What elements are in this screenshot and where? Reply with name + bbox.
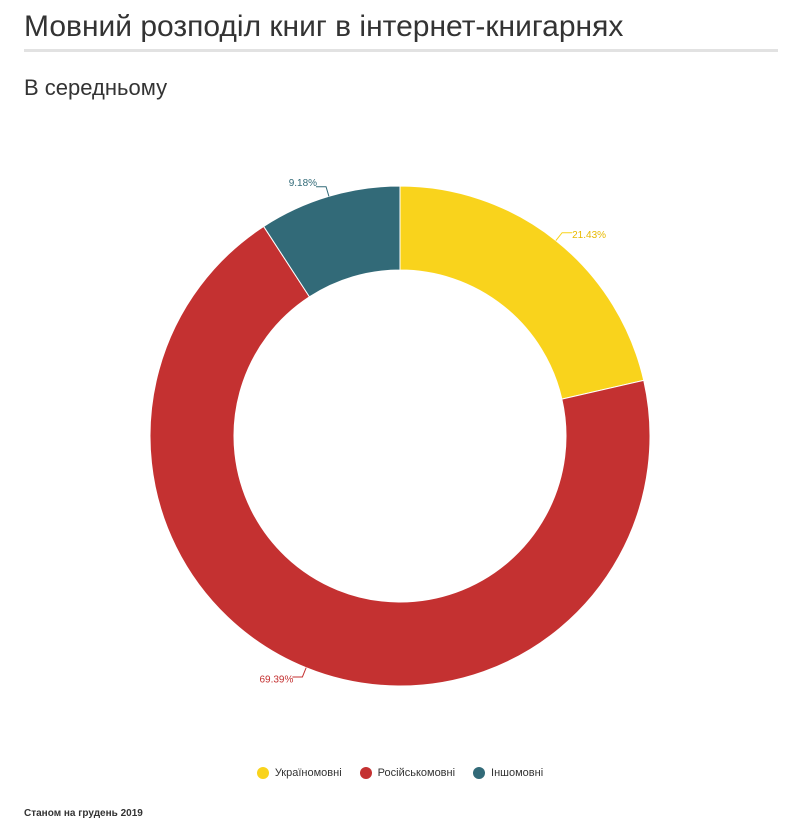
legend-label-ukrainian: Україномовні (274, 767, 342, 779)
slice-label-other: 9.18% (289, 178, 317, 189)
legend-item-russian[interactable]: Російськомовні (359, 767, 456, 779)
donut-slice-ukrainian[interactable] (399, 185, 645, 400)
label-leader-other (316, 186, 330, 197)
chart-title: Мовний розподіл книг в інтернет-книгарня… (24, 10, 624, 43)
legend-item-other[interactable]: Іншомовні (473, 767, 543, 779)
donut-chart: 21.43% 69.39% 9.18% (149, 178, 651, 687)
legend-label-russian: Російськомовні (377, 767, 456, 779)
title-divider (24, 49, 778, 52)
donut-slice-other[interactable] (262, 185, 401, 298)
footnote: Станом на грудень 2019 (24, 808, 143, 819)
slice-label-ukrainian: 21.43% (572, 230, 606, 241)
legend-item-ukrainian[interactable]: Україномовні (256, 767, 342, 779)
legend-swatch-ukrainian (256, 767, 269, 779)
legend-swatch-russian (359, 767, 372, 779)
label-leader-russian (292, 667, 307, 678)
chart-legend: Україномовні Російськомовні Іншомовні (0, 767, 800, 779)
slice-label-russian: 69.39% (259, 674, 293, 685)
chart-subtitle: В середньому (24, 75, 168, 100)
donut-slice-russian[interactable] (149, 225, 651, 687)
legend-label-other: Іншомовні (491, 767, 544, 779)
legend-swatch-other (473, 767, 486, 779)
label-leader-ukrainian (555, 232, 573, 241)
